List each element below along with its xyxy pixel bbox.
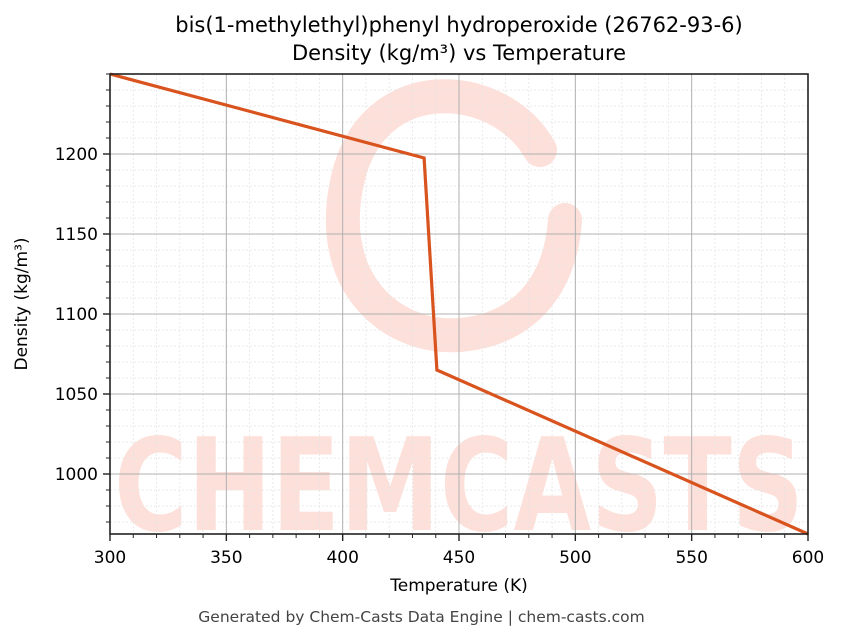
- y-tick-label: 1050: [55, 385, 98, 405]
- data-series: [109, 72, 809, 536]
- density-line: [109, 72, 809, 536]
- y-tick-label: 1200: [55, 145, 98, 165]
- x-tick-label: 500: [559, 548, 591, 568]
- chart-subtitle: Density (kg/m³) vs Temperature: [291, 41, 627, 65]
- x-tick-label: 600: [792, 548, 824, 568]
- y-tick-label: 1100: [55, 305, 98, 325]
- x-tick-label: 550: [675, 548, 707, 568]
- x-tick-label: 450: [443, 548, 475, 568]
- y-tick-label: 1000: [55, 465, 98, 485]
- chart-title: bis(1-methylethyl)phenyl hydroperoxide (…: [175, 13, 743, 37]
- watermark-swirl-icon: [325, 79, 582, 353]
- y-tick-label: 1150: [55, 225, 98, 245]
- y-axis-label: Density (kg/m³): [12, 237, 32, 371]
- x-tick-label: 350: [210, 548, 242, 568]
- x-tick-label: 400: [326, 548, 358, 568]
- x-axis-ticks: 300 350 400 450 500 550 600: [94, 534, 824, 568]
- x-tick-label: 300: [94, 548, 126, 568]
- footer-credit: Generated by Chem-Casts Data Engine | ch…: [198, 608, 645, 626]
- y-axis-ticks: 1000 1050 1100 1150 1200: [55, 73, 110, 523]
- x-axis-label: Temperature (K): [390, 576, 528, 596]
